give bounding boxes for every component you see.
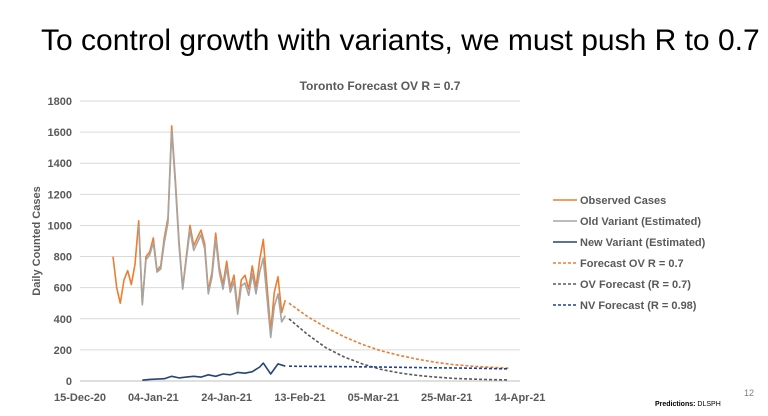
series-line-4 (288, 302, 510, 369)
legend-item: Forecast OV R = 0.7 (553, 258, 684, 270)
chart-title: Toronto Forecast OV R = 0.7 (300, 79, 461, 93)
legend-label: OV Forecast (R = 0.7) (580, 279, 691, 291)
y-tick-label: 400 (54, 314, 72, 326)
y-tick-label: 1600 (48, 127, 72, 139)
series-line-2 (137, 129, 286, 339)
y-axis-label: Daily Counted Cases (31, 186, 43, 295)
legend-label: Forecast OV R = 0.7 (580, 258, 684, 270)
legend-item: OV Forecast (R = 0.7) (553, 279, 691, 291)
y-tick-label: 800 (54, 252, 72, 264)
legend-item: New Variant (Estimated) (553, 237, 706, 249)
x-tick-label: 14-Apr-21 (495, 392, 546, 404)
x-tick-label: 25-Mar-21 (421, 392, 472, 404)
legend-item: Observed Cases (553, 195, 666, 207)
slide-title: To control growth with variants, we must… (41, 24, 760, 57)
grid-lines (80, 100, 520, 382)
legend-label: Old Variant (Estimated) (580, 216, 701, 228)
x-tick-label: 05-Mar-21 (348, 392, 399, 404)
y-tick-label: 200 (54, 345, 72, 357)
x-tick-label: 15-Dec-20 (54, 392, 106, 404)
credit-value: DLSPH (697, 401, 721, 408)
series-lines (112, 125, 510, 381)
x-tick-label: 13-Feb-21 (274, 392, 325, 404)
axes: 0 200 400 600 800 1000 1200 1400 1600 1800 15-Dec-… (48, 96, 546, 404)
legend-label: Observed Cases (580, 195, 666, 207)
y-tick-label: 1400 (48, 158, 72, 170)
x-tick-label: 24-Jan-21 (201, 392, 252, 404)
y-tick-label: 1800 (48, 96, 72, 108)
page-number: 12 (743, 388, 754, 398)
credit-label: Predictions: (655, 401, 696, 408)
y-tick-label: 0 (66, 376, 72, 388)
y-tick-label: 600 (54, 283, 72, 295)
legend: Observed Cases Old Variant (Estimated) New… (553, 195, 706, 312)
legend-item: NV Forecast (R = 0.98) (553, 300, 697, 312)
series-line-5 (288, 318, 510, 381)
x-tick-label: 04-Jan-21 (128, 392, 179, 404)
y-tick-label: 1000 (48, 220, 72, 232)
legend-label: New Variant (Estimated) (580, 237, 706, 249)
series-line-3 (142, 362, 286, 381)
y-tick-label: 1200 (48, 189, 72, 201)
series-line-6 (288, 365, 510, 370)
legend-item: Old Variant (Estimated) (553, 216, 701, 228)
legend-label: NV Forecast (R = 0.98) (580, 300, 697, 312)
credit: Predictions: DLSPH (655, 401, 721, 408)
